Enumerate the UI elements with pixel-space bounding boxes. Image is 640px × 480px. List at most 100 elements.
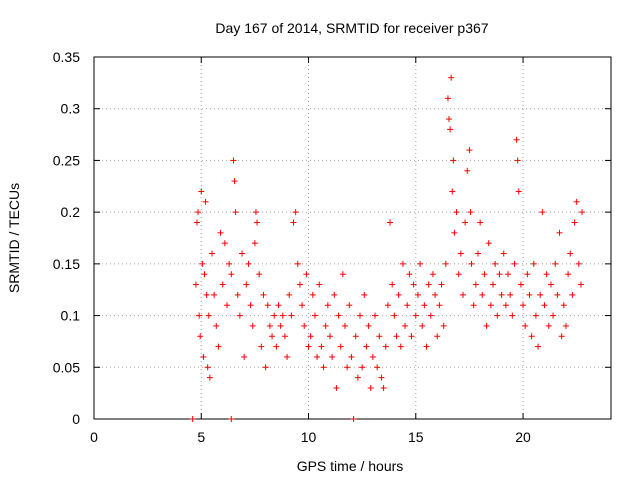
data-point — [303, 271, 310, 278]
data-point — [228, 416, 235, 422]
data-point — [231, 178, 238, 185]
data-point — [279, 312, 286, 319]
y-tick-label: 0.15 — [53, 256, 80, 272]
data-point — [378, 374, 385, 381]
data-point — [195, 209, 202, 216]
data-point — [565, 271, 572, 278]
data-point — [490, 281, 497, 288]
data-point — [466, 147, 473, 154]
data-point — [380, 384, 387, 391]
data-point — [573, 198, 580, 205]
data-point — [316, 281, 323, 288]
data-point — [352, 333, 359, 340]
y-tick-label: 0.2 — [61, 204, 81, 220]
data-point — [249, 322, 256, 329]
data-point — [203, 291, 210, 298]
data-point — [447, 126, 454, 133]
data-point — [299, 302, 306, 309]
data-point — [496, 271, 503, 278]
data-point — [292, 209, 299, 216]
data-point — [517, 281, 524, 288]
data-point — [417, 260, 424, 267]
data-point — [307, 333, 314, 340]
data-point — [474, 250, 481, 257]
data-point — [324, 302, 331, 309]
data-point — [193, 219, 200, 226]
data-point — [395, 291, 402, 298]
data-point — [528, 333, 535, 340]
data-point — [234, 291, 241, 298]
data-point — [290, 219, 297, 226]
data-point — [477, 219, 484, 226]
data-point — [562, 322, 569, 329]
data-point — [397, 343, 404, 350]
data-point — [361, 291, 368, 298]
data-point — [226, 260, 233, 267]
data-point — [363, 343, 370, 350]
data-point — [357, 312, 364, 319]
data-point — [502, 302, 509, 309]
data-point — [530, 260, 537, 267]
data-point — [247, 302, 254, 309]
data-point — [277, 322, 284, 329]
data-point — [577, 281, 584, 288]
data-point — [492, 260, 499, 267]
data-point — [479, 291, 486, 298]
data-point — [348, 353, 355, 360]
data-point — [571, 219, 578, 226]
data-point — [372, 312, 379, 319]
data-point — [266, 322, 273, 329]
data-point — [402, 322, 409, 329]
data-point — [535, 343, 542, 350]
data-point — [459, 291, 466, 298]
data-point — [393, 333, 400, 340]
data-point — [258, 343, 265, 350]
data-point — [228, 271, 235, 278]
y-tick-label: 0.1 — [61, 308, 81, 324]
data-point — [541, 302, 548, 309]
data-point — [421, 302, 428, 309]
data-point — [522, 322, 529, 329]
data-point — [494, 312, 501, 319]
data-point — [410, 281, 417, 288]
data-point — [318, 343, 325, 350]
x-tick-label: 20 — [515, 429, 531, 445]
data-point — [215, 343, 222, 350]
data-point — [425, 281, 432, 288]
data-point — [455, 271, 462, 278]
data-point — [204, 364, 211, 371]
data-point — [446, 116, 453, 123]
data-point — [359, 364, 366, 371]
data-point — [481, 271, 488, 278]
x-tick-label: 15 — [408, 429, 424, 445]
data-point — [532, 312, 539, 319]
data-point — [467, 209, 474, 216]
data-point — [547, 281, 554, 288]
data-point — [198, 188, 205, 195]
data-point — [382, 343, 389, 350]
data-point — [294, 260, 301, 267]
data-point — [344, 364, 351, 371]
data-point — [254, 219, 261, 226]
data-point — [391, 312, 398, 319]
data-point — [520, 302, 527, 309]
data-point — [511, 260, 518, 267]
data-point — [309, 291, 316, 298]
data-point — [284, 353, 291, 360]
data-point — [537, 291, 544, 298]
data-point — [196, 312, 203, 319]
data-point — [579, 209, 586, 216]
y-tick-label: 0.25 — [53, 152, 80, 168]
data-point — [472, 281, 479, 288]
y-axis-label: SRMTID / TECUs — [6, 183, 22, 293]
data-point — [412, 312, 419, 319]
data-point — [436, 302, 443, 309]
data-point — [434, 333, 441, 340]
y-tick-label: 0 — [72, 411, 80, 427]
y-tick-label: 0.35 — [53, 49, 80, 65]
data-point — [205, 312, 212, 319]
data-point — [331, 291, 338, 298]
data-point — [243, 281, 250, 288]
data-point — [236, 312, 243, 319]
